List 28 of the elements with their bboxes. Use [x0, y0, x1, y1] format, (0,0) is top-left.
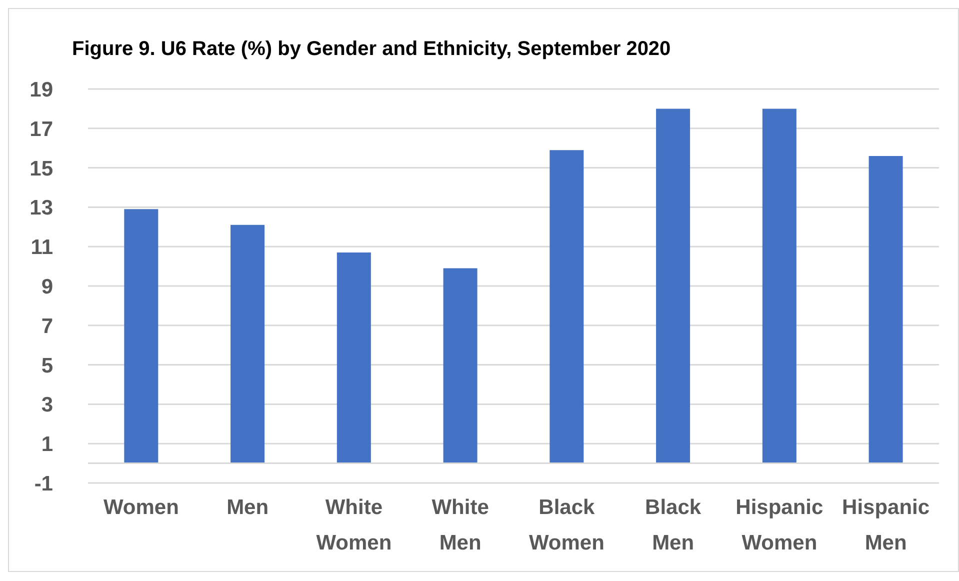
- x-tick-label: Women: [103, 496, 179, 519]
- y-tick-label: 15: [30, 157, 54, 180]
- bar: [336, 252, 371, 464]
- y-tick-label: 11: [30, 236, 54, 260]
- bar: [762, 108, 796, 464]
- x-tick-label: Black Men: [645, 496, 702, 555]
- y-tick-label: 5: [41, 354, 54, 378]
- y-tick-label: 3: [41, 394, 53, 417]
- bar: [230, 224, 265, 464]
- y-tick-label: -1: [34, 472, 54, 496]
- x-tick-label: White Men: [432, 496, 489, 555]
- y-tick-label: 13: [30, 196, 53, 220]
- y-tick-label: 9: [41, 275, 53, 298]
- chart-title: Figure 9. U6 Rate (%) by Gender and Ethnicity, September 2020: [72, 37, 671, 61]
- x-tick-label: Hispanic Men: [842, 496, 930, 555]
- bar: [656, 108, 690, 464]
- bar: [550, 150, 584, 464]
- x-tick-label: White Women: [316, 496, 392, 555]
- bar: [868, 156, 903, 464]
- y-tick-label: 7: [41, 314, 53, 338]
- y-tick-label: 1: [41, 433, 54, 456]
- x-tick-label: Men: [226, 496, 269, 519]
- bar: [443, 268, 478, 464]
- x-tick-label: Black Women: [528, 496, 604, 555]
- x-tick-label: Hispanic Women: [736, 496, 824, 555]
- y-tick-label: 19: [30, 78, 53, 102]
- y-tick-label: 17: [30, 118, 53, 141]
- bar: [124, 209, 158, 464]
